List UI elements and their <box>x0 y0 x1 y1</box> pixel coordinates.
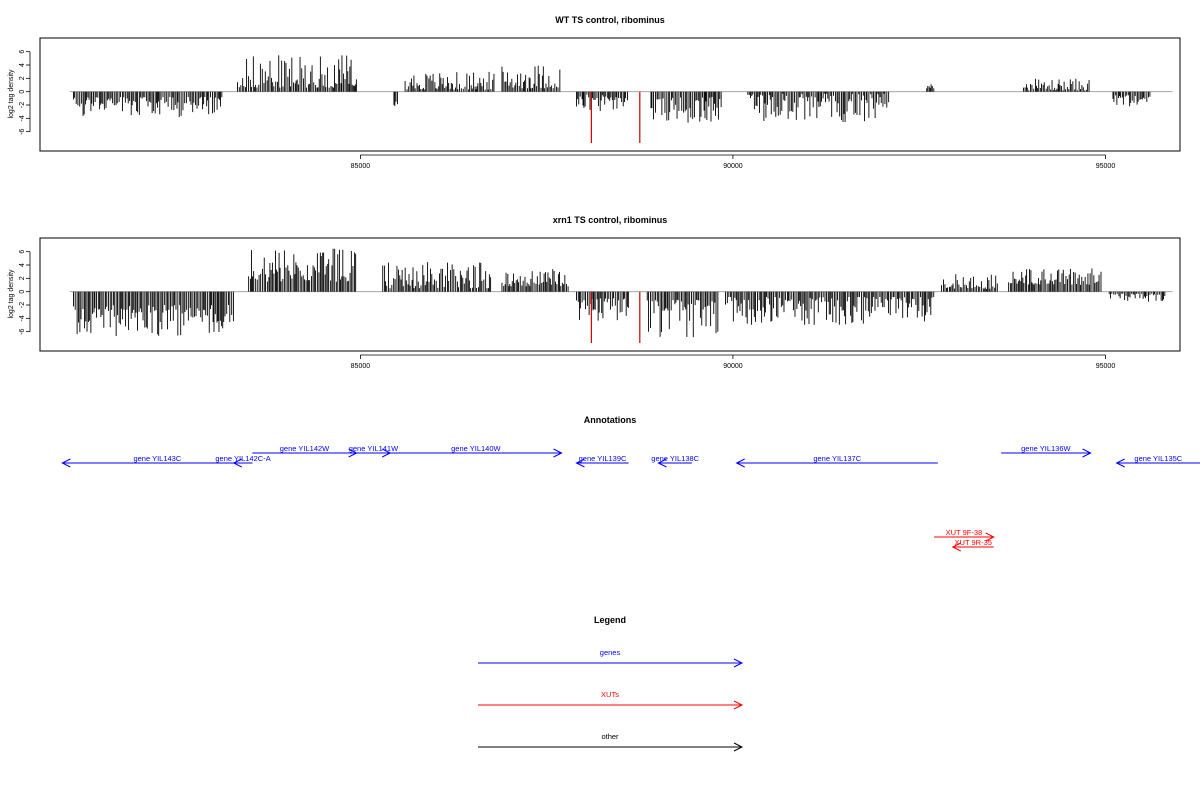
gene-arrow: gene YIL140W <box>390 444 563 458</box>
xrn1-panel: xrn1 TS control, ribominus log2 tag dens… <box>8 215 1181 370</box>
gene-arrow: gene YIL139C <box>575 454 629 468</box>
gene-arrow: gene YIL137C <box>735 454 938 468</box>
legend-item-label: genes <box>600 648 621 657</box>
xut-label: XUT 9F-38 <box>946 528 983 537</box>
x-tick-label: 85000 <box>351 363 371 370</box>
gene-label: gene YIL143C <box>133 454 181 463</box>
y-tick-label: 0 <box>19 290 26 294</box>
x-tick-label: 90000 <box>723 363 743 370</box>
wt-y-axis-label: log2 tag density <box>8 69 15 119</box>
gene-label: gene YIL142C-A <box>215 454 270 463</box>
wt-data-marks <box>69 55 1173 143</box>
xrn1-y-axis-label: log2 tag density <box>8 269 15 319</box>
xrn1-plot-frame <box>39 237 1181 352</box>
xut-arrow: XUT 9F-38 <box>934 528 995 542</box>
gene-label: gene YIL136W <box>1021 444 1071 453</box>
y-tick-label: -2 <box>19 102 26 108</box>
gene-label: gene YIL138C <box>651 454 699 463</box>
gene-label: gene YIL139C <box>579 454 627 463</box>
xut-label: XUT 9R-35 <box>955 538 992 547</box>
gene-label: gene YIL140W <box>451 444 501 453</box>
y-tick-label: -2 <box>19 302 26 308</box>
legend-item-label: other <box>601 732 619 741</box>
y-tick-label: 6 <box>19 50 26 54</box>
gene-label: gene YIL135C <box>1134 454 1182 463</box>
gene-label: gene YIL142W <box>280 444 330 453</box>
legend-item: XUTs <box>478 690 744 710</box>
x-tick-label: 95000 <box>1096 363 1116 370</box>
y-tick-label: 4 <box>19 63 26 67</box>
legend-items: genes XUTs other <box>478 648 744 752</box>
gene-label: gene YIL141W <box>349 444 399 453</box>
xrn1-panel-title: xrn1 TS control, ribominus <box>553 215 668 225</box>
xut-arrow: XUT 9R-35 <box>951 538 994 552</box>
gene-arrow: gene YIL142C-A <box>215 454 271 468</box>
legend: Legend genes XUTs other <box>478 615 744 752</box>
wt-plot-frame <box>39 37 1181 152</box>
legend-item: other <box>478 732 744 752</box>
gene-label: gene YIL137C <box>813 454 861 463</box>
x-tick-label: 90000 <box>723 163 743 170</box>
y-tick-label: 0 <box>19 90 26 94</box>
y-tick-label: 2 <box>19 76 26 80</box>
legend-item: genes <box>478 648 744 668</box>
gene-arrow: gene YIL138C <box>651 454 700 468</box>
annotations-track: Annotations gene YIL143C gene YIL142C-Age… <box>61 415 1200 552</box>
y-tick-label: 4 <box>19 263 26 267</box>
annotations-title: Annotations <box>584 415 637 425</box>
xrn1-data-marks <box>69 248 1173 343</box>
xrn1-axes: 6 4 2 0 -2 -4 -6 85000 90000 95000 <box>19 250 1115 370</box>
gene-arrow: gene YIL141W <box>349 444 399 458</box>
legend-item-label: XUTs <box>601 690 619 699</box>
annotation-arrows: gene YIL143C gene YIL142C-A gene YIL142W ge… <box>61 444 1200 552</box>
y-tick-label: -6 <box>19 328 26 334</box>
y-tick-label: -4 <box>19 115 26 121</box>
gene-arrow: gene YIL136W <box>1001 444 1092 458</box>
y-tick-label: -6 <box>19 128 26 134</box>
x-tick-label: 85000 <box>351 163 371 170</box>
legend-title: Legend <box>594 615 626 625</box>
y-tick-label: -4 <box>19 315 26 321</box>
wt-panel: WT TS control, ribominus log2 tag densit… <box>8 15 1181 170</box>
gene-arrow: gene YIL135C <box>1115 454 1200 468</box>
wt-axes: 6 4 2 0 -2 -4 -6 85000 90000 95000 <box>19 50 1115 170</box>
gene-arrow: gene YIL143C <box>61 454 253 468</box>
y-tick-label: 2 <box>19 276 26 280</box>
y-tick-label: 6 <box>19 250 26 254</box>
x-tick-label: 95000 <box>1096 163 1116 170</box>
wt-panel-title: WT TS control, ribominus <box>555 15 665 25</box>
